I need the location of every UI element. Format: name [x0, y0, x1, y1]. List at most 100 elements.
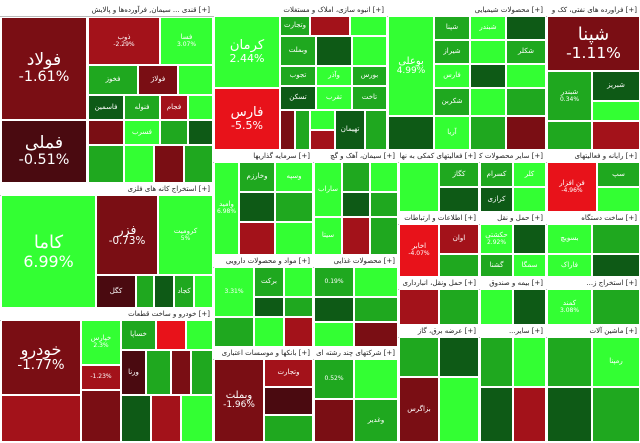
stock-tile[interactable]	[506, 64, 546, 88]
stock-tile[interactable]	[160, 120, 188, 145]
stock-tile[interactable]: کرازی	[480, 187, 513, 212]
stock-tile[interactable]	[470, 88, 506, 116]
stock-tile[interactable]: شبندر	[470, 16, 506, 40]
stock-tile[interactable]	[439, 289, 479, 325]
stock-tile[interactable]: کگاز	[439, 162, 479, 187]
stock-tile[interactable]	[513, 289, 546, 325]
stock-tile[interactable]	[513, 387, 546, 442]
stock-tile[interactable]	[1, 395, 81, 442]
stock-tile[interactable]	[188, 120, 213, 145]
stock-tile[interactable]: وغدیر	[354, 399, 398, 442]
stock-tile[interactable]	[370, 217, 398, 255]
stock-tile[interactable]	[354, 322, 398, 347]
stock-tile[interactable]	[284, 317, 313, 347]
stock-tile[interactable]: فجام	[160, 95, 188, 120]
stock-tile[interactable]	[214, 317, 254, 347]
stock-tile[interactable]	[513, 337, 546, 387]
stock-tile[interactable]	[370, 192, 398, 217]
stock-tile[interactable]	[154, 275, 174, 308]
stock-tile[interactable]	[592, 387, 640, 442]
stock-tile[interactable]: وامید 6.98%	[214, 162, 239, 255]
stock-tile[interactable]	[186, 320, 213, 350]
stock-tile[interactable]: فاراک	[547, 254, 592, 277]
stock-tile[interactable]	[316, 36, 352, 66]
stock-tile[interactable]: کاما 6.99%	[1, 195, 96, 308]
stock-tile[interactable]: ذوب -2.29%	[88, 17, 160, 65]
stock-tile[interactable]: فولاد -1.61%	[1, 17, 87, 120]
stock-tile[interactable]: فولاژ	[138, 65, 178, 95]
stock-tile[interactable]	[88, 145, 124, 183]
stock-tile[interactable]	[181, 395, 213, 442]
stock-tile[interactable]: کرمان 2.44%	[214, 16, 280, 88]
stock-tile[interactable]: بسویچ	[547, 224, 592, 254]
stock-tile[interactable]: 3.31%	[214, 267, 254, 317]
stock-tile[interactable]: فارس -5.5%	[214, 88, 280, 150]
stock-tile[interactable]	[506, 116, 546, 150]
stock-tile[interactable]	[151, 395, 181, 442]
stock-tile[interactable]	[506, 88, 546, 116]
stock-tile[interactable]: کسرام	[480, 162, 513, 187]
stock-tile[interactable]	[470, 64, 506, 88]
stock-tile[interactable]: فسرب	[124, 120, 160, 145]
stock-tile[interactable]	[154, 145, 184, 183]
stock-tile[interactable]: فارس	[434, 64, 470, 88]
stock-tile[interactable]	[547, 387, 592, 442]
stock-tile[interactable]	[470, 116, 506, 150]
stock-tile[interactable]	[399, 289, 439, 325]
stock-tile[interactable]	[439, 187, 479, 212]
stock-tile[interactable]: کمند 3.08%	[547, 289, 592, 325]
stock-tile[interactable]: اوان	[439, 224, 479, 254]
stock-tile[interactable]: آریا	[434, 116, 470, 150]
stock-tile[interactable]: حکشتی 2.92%	[480, 224, 513, 254]
stock-tile[interactable]: وبملت -1.96%	[214, 359, 264, 442]
stock-tile[interactable]: بوعلی 4.99%	[388, 16, 434, 116]
stock-tile[interactable]: 0.19%	[314, 267, 354, 297]
stock-tile[interactable]	[264, 387, 313, 415]
stock-tile[interactable]	[121, 395, 151, 442]
stock-tile[interactable]	[310, 110, 335, 130]
stock-tile[interactable]: خپارس 2.3%	[81, 320, 121, 365]
stock-tile[interactable]: تجوب	[280, 66, 316, 86]
stock-tile[interactable]	[295, 110, 310, 150]
stock-tile[interactable]: خساپا	[121, 320, 156, 350]
stock-tile[interactable]: وبملت	[280, 36, 316, 66]
stock-tile[interactable]	[284, 297, 313, 317]
stock-tile[interactable]	[439, 337, 479, 377]
stock-tile[interactable]	[439, 377, 479, 442]
stock-tile[interactable]	[88, 120, 124, 145]
stock-tile[interactable]: تقرب	[316, 86, 352, 110]
stock-tile[interactable]	[352, 36, 387, 66]
stock-tile[interactable]	[513, 187, 546, 212]
stock-tile[interactable]	[354, 267, 398, 297]
stock-tile[interactable]	[178, 65, 213, 95]
stock-tile[interactable]	[370, 162, 398, 192]
stock-tile[interactable]: شپنا -1.11%	[547, 16, 640, 71]
stock-tile[interactable]: ورنا	[121, 350, 146, 395]
stock-tile[interactable]: وتجارت	[264, 359, 313, 387]
stock-tile[interactable]	[310, 130, 335, 150]
sector-title[interactable]: [+] قندی ... سیمان, فرآورده‌ها و پالایش	[0, 5, 213, 17]
stock-tile[interactable]: خودرو -1.77%	[1, 320, 81, 395]
stock-tile[interactable]: کرومیت 5%	[158, 195, 213, 275]
stock-tile[interactable]	[506, 16, 546, 40]
stock-tile[interactable]: سپ	[597, 162, 640, 187]
stock-tile[interactable]: وآذر	[316, 66, 352, 86]
stock-tile[interactable]	[156, 320, 186, 350]
stock-tile[interactable]	[275, 222, 313, 255]
stock-tile[interactable]	[388, 116, 434, 150]
stock-tile[interactable]	[592, 224, 640, 254]
stock-tile[interactable]: اخابر -4.07%	[399, 224, 439, 277]
stock-tile[interactable]	[480, 289, 513, 325]
stock-tile[interactable]	[314, 399, 354, 442]
stock-tile[interactable]: کلر	[513, 162, 546, 187]
stock-tile[interactable]	[275, 192, 313, 222]
stock-tile[interactable]: فملی -0.51%	[1, 120, 87, 183]
stock-tile[interactable]	[124, 145, 154, 183]
stock-tile[interactable]	[280, 110, 295, 150]
stock-tile[interactable]: شکلر	[506, 40, 546, 64]
stock-tile[interactable]: سمگا	[513, 254, 546, 277]
stock-tile[interactable]: ساراب	[314, 162, 342, 217]
stock-tile[interactable]	[547, 121, 592, 150]
stock-tile[interactable]	[342, 162, 370, 192]
stock-tile[interactable]	[470, 40, 506, 64]
